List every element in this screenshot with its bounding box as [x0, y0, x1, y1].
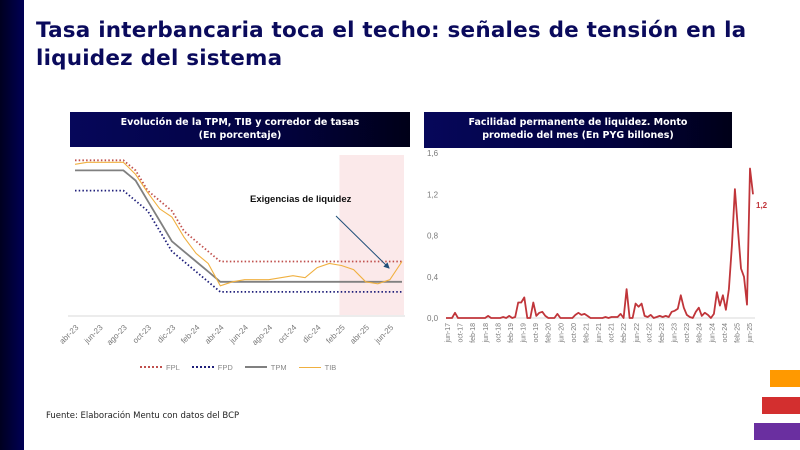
x-tick-label: oct-24 — [722, 323, 729, 343]
legend-item-tib: TIB — [298, 362, 337, 372]
x-tick-label: abr-25 — [348, 323, 371, 346]
x-tick-label: jun-17 — [445, 323, 452, 344]
x-tick-label: jun-24 — [709, 323, 716, 344]
x-tick-label: feb-22 — [621, 323, 628, 343]
x-tick-label: ago-24 — [250, 323, 274, 347]
x-tick-label: jun-18 — [483, 323, 490, 344]
highlight-region — [339, 155, 404, 315]
x-tick-label: oct-19 — [533, 323, 540, 343]
x-tick-label: feb-24 — [179, 323, 202, 346]
x-tick-label: oct-18 — [495, 323, 502, 343]
series-line-tib — [74, 161, 403, 287]
x-tick-label: jun-20 — [558, 323, 565, 344]
left-accent-band — [0, 0, 24, 450]
x-tick-label: oct-21 — [609, 323, 616, 343]
x-tick-label: feb-25 — [734, 323, 741, 343]
x-tick-label: oct-23 — [131, 323, 153, 345]
series-line-fpd — [75, 189, 402, 293]
chart1-header: Evolución de la TPM, TIB y corredor de t… — [70, 112, 410, 147]
y-tick-label: 1,6 — [427, 149, 439, 158]
deco-bar-orange — [770, 370, 800, 387]
x-tick-label: jun-23 — [672, 323, 679, 344]
x-tick-label: jun-25 — [747, 323, 754, 344]
annotation-label: Exigencias de liquidez — [250, 194, 352, 205]
legend-swatch — [191, 366, 214, 368]
page-title: Tasa interbancaria toca el techo: señale… — [36, 18, 747, 71]
x-tick-label: jun-19 — [521, 323, 528, 344]
x-tick-label: oct-23 — [684, 323, 691, 343]
chart1-title: Evolución de la TPM, TIB y corredor de t… — [120, 117, 360, 128]
x-tick-label: feb-19 — [508, 323, 515, 343]
x-tick-label: jun-23 — [82, 323, 105, 346]
x-tick-label: feb-20 — [546, 323, 553, 343]
x-tick-label: oct-22 — [646, 323, 653, 343]
series-line-facilidad — [446, 167, 754, 319]
chart1-plot: Exigencias de liquidez abr-23 jun-23 ago-23… — [58, 155, 405, 347]
y-tick-label: 1,2 — [427, 190, 439, 199]
legend-label: FPD — [217, 362, 233, 372]
x-tick-label: oct-20 — [571, 323, 578, 343]
legend-swatch — [298, 366, 321, 368]
deco-bar-red — [762, 397, 800, 414]
legend-label: FPL — [166, 362, 180, 372]
source-note: Fuente: Elaboración Mentu con datos del … — [46, 411, 240, 421]
legend-label: TPM — [270, 362, 287, 372]
x-tick-label: feb-18 — [470, 323, 477, 343]
x-tick-label: feb-23 — [659, 323, 666, 343]
x-tick-label: abr-24 — [203, 323, 226, 346]
chart2-header: Facilidad permanente de liquidez. Monto … — [424, 112, 732, 148]
annotation-arrow-icon — [335, 215, 390, 269]
x-tick-label: feb-21 — [583, 323, 590, 343]
y-tick-label: 0,4 — [427, 273, 439, 282]
legend-item-tpm: TPM — [244, 362, 287, 372]
x-tick-label: jun-21 — [596, 323, 603, 344]
y-tick-label: 0,8 — [427, 232, 439, 241]
x-tick-label: dic-24 — [301, 323, 323, 345]
x-tick-label: dic-23 — [156, 323, 178, 345]
x-tick-label: abr-23 — [58, 323, 81, 346]
chart2-title: Facilidad permanente de liquidez. Monto … — [468, 117, 688, 141]
y-tick-label: 0,0 — [427, 314, 439, 323]
end-value-label: 1,2 — [756, 201, 768, 210]
legend-item-fpl: FPL — [140, 363, 180, 372]
x-tick-label: oct-24 — [276, 323, 298, 345]
chart2-plot: 0,0 0,4 0,8 1,2 1,6 1,2 jun-17 oct-17 feb-18 jun-… — [427, 149, 768, 343]
legend-label: TIB — [324, 362, 337, 372]
legend-swatch — [140, 366, 162, 368]
legend-swatch — [244, 366, 267, 368]
x-tick-label: jun-24 — [227, 323, 250, 346]
legend-item-fpd: FPD — [191, 362, 233, 372]
chart1-subtitle: (En porcentaje) — [198, 130, 282, 141]
x-tick-label: feb-24 — [697, 323, 704, 343]
x-tick-label: jun-25 — [372, 323, 395, 346]
series-line-tpm — [75, 169, 402, 283]
chart1-legend: FPL FPD TPM TIB — [140, 360, 336, 374]
x-tick-label: jun-22 — [634, 323, 641, 344]
series-line-fpl — [75, 159, 402, 263]
deco-bar-purple — [754, 423, 800, 440]
x-tick-label: oct-17 — [458, 323, 465, 343]
x-tick-label: feb-25 — [324, 323, 347, 346]
x-tick-label: ago-23 — [105, 323, 129, 347]
